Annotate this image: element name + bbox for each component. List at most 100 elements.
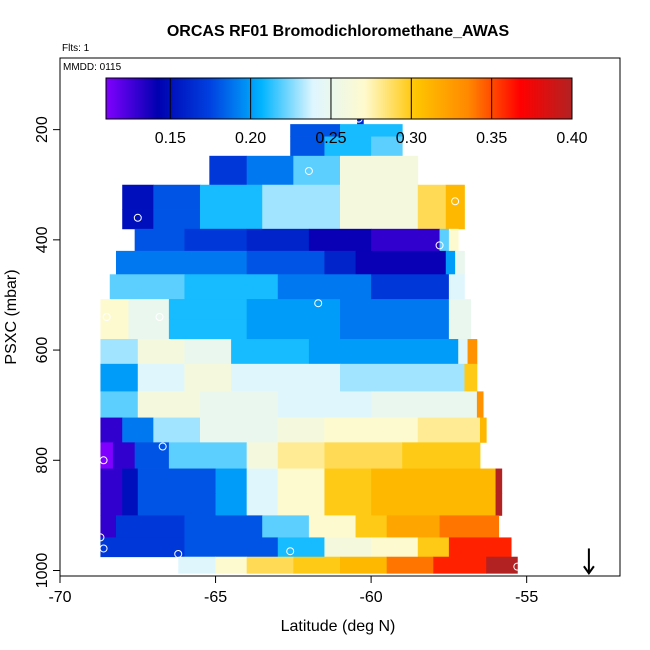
heatmap-cell [495, 493, 503, 516]
sample-marker [133, 213, 142, 222]
heatmap-cell [476, 391, 484, 418]
heatmap-cell [153, 209, 201, 230]
heatmap-cell [100, 339, 139, 365]
heatmap-cell [209, 155, 248, 186]
sample-marker [513, 562, 522, 571]
heatmap-cell [215, 493, 248, 516]
heatmap-cell [100, 299, 129, 321]
heatmap-cell [293, 155, 341, 186]
heatmap-cell [340, 209, 419, 230]
heatmap-cell [340, 124, 403, 137]
heatmap-cell [417, 417, 481, 443]
heatmap-cell [340, 319, 450, 340]
heatmap-cell [137, 493, 216, 516]
heatmap-cell [277, 537, 325, 558]
date-annotation: MMDD: 0115 [63, 62, 122, 73]
heatmap-cell [340, 184, 419, 210]
heatmap-cell [371, 136, 403, 157]
heatmap-cell [324, 468, 372, 494]
heatmap-cell [371, 537, 419, 558]
heatmap-cell [153, 417, 201, 443]
heatmap-cell [340, 299, 450, 321]
heatmap-cell [417, 209, 447, 230]
heatmap-cell [371, 228, 440, 252]
heatmap-cell [458, 339, 468, 365]
heatmap-cell [100, 363, 139, 392]
heatmap-cell [262, 515, 310, 538]
heatmap-cell [308, 515, 356, 538]
heatmap-cell [448, 274, 465, 300]
heatmap-cell [200, 391, 279, 418]
colorbar: 0.15 0.20 0.25 0.30 0.35 0.40 [105, 77, 588, 147]
heatmap-cell [184, 515, 263, 538]
heatmap-cell [184, 228, 248, 252]
colorbar-tick-label: 0.20 [235, 130, 266, 147]
y-tick-label: 200 [34, 116, 51, 143]
sample-marker [451, 197, 460, 206]
heatmap-cells [100, 113, 518, 574]
heatmap-cell [246, 493, 279, 516]
heatmap-cell [340, 155, 419, 186]
heatmap-cell [246, 299, 341, 321]
heatmap-cell [340, 363, 465, 392]
heatmap-cell [168, 442, 248, 469]
heatmap-cell [277, 442, 325, 469]
heatmap-cell [100, 417, 123, 443]
colorbar-frame [105, 77, 573, 120]
heatmap-cell [448, 319, 472, 340]
heatmap-cell [324, 417, 419, 443]
heatmap-cell [246, 442, 279, 469]
heatmap-cell [137, 391, 201, 418]
chart-title: ORCAS RF01 Bromodichloromethane_AWAS [167, 23, 510, 40]
heatmap-cell [448, 228, 459, 252]
heatmap-cell [290, 136, 325, 157]
heatmap-cell [277, 468, 325, 494]
heatmap-cell [402, 442, 481, 469]
heatmap-cell [293, 556, 341, 574]
heatmap-cell [246, 250, 325, 275]
arrow-head-icon [583, 565, 595, 575]
heatmap-cell [215, 468, 248, 494]
heatmap-cell [324, 442, 403, 469]
heatmap-cell [128, 319, 170, 340]
y-tick-label: 1000 [34, 553, 51, 589]
heatmap-cell [200, 209, 263, 230]
sample-marker [286, 547, 295, 556]
sample-marker [314, 299, 323, 308]
heatmap-cell [200, 417, 279, 443]
heatmap-cell [178, 556, 216, 574]
heatmap-cell [122, 184, 154, 210]
heatmap-cell [495, 468, 503, 494]
heatmap-cell [324, 136, 372, 157]
heatmap-cell [112, 442, 136, 469]
heatmap-cell [308, 339, 403, 365]
heatmap-cell [340, 556, 388, 574]
heatmap-cell [215, 556, 248, 574]
heatmap-cell [324, 537, 372, 558]
heatmap-cell [290, 124, 341, 137]
plot-frame [59, 57, 621, 577]
heatmap-cell [417, 184, 447, 210]
heatmap-cell [134, 228, 185, 252]
heatmap-cell [137, 363, 185, 392]
heatmap-cell [122, 468, 139, 494]
heatmap-cell [100, 537, 185, 558]
heatmap-cell [455, 250, 465, 275]
heatmap-cell [277, 274, 372, 300]
heatmap-cell [486, 556, 518, 574]
heatmap-cell [246, 319, 341, 340]
y-axis-label: PSXC (mbar) [3, 269, 20, 364]
x-tick-label: -70 [48, 589, 71, 606]
heatmap-cell [371, 274, 450, 300]
heatmap-cell [116, 515, 185, 538]
heatmap-cell [100, 493, 123, 516]
heatmap-cell [262, 184, 341, 210]
heatmap-cell [134, 442, 170, 469]
heatmap-cell [355, 515, 388, 538]
sample-marker [99, 544, 108, 553]
colorbar-tick-label: 0.15 [155, 130, 186, 147]
heatmap-cell [231, 339, 310, 365]
heatmap-cell [262, 209, 341, 230]
heatmap-cell [246, 228, 310, 252]
